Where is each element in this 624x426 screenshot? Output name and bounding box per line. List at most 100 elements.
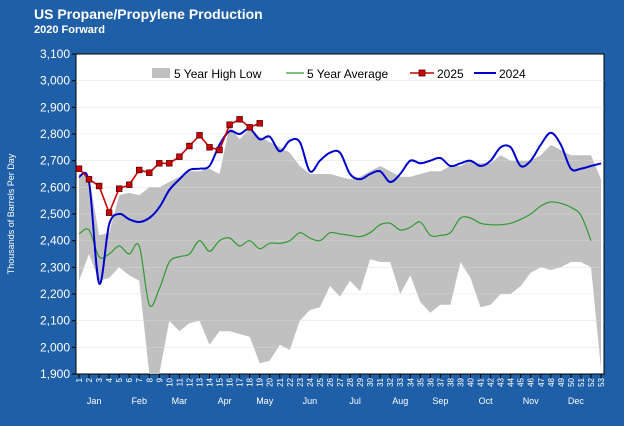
x-tick-label: 51 — [577, 377, 586, 386]
month-label: Aug — [392, 396, 408, 406]
y-tick-label: 2,400 — [40, 234, 70, 248]
y-tick-label: 2,200 — [40, 287, 70, 301]
x-tick-label: 18 — [246, 377, 255, 386]
x-tick-label: 2 — [85, 377, 94, 382]
series-2025-marker — [85, 176, 93, 183]
x-tick-label: 17 — [236, 377, 245, 386]
legend-label-2025: 2025 — [437, 67, 464, 81]
month-label: Apr — [218, 396, 232, 406]
x-tick-label: 5 — [115, 377, 124, 382]
x-tick-label: 22 — [286, 377, 295, 386]
high-low-band — [79, 126, 601, 374]
y-axis-title: Thousands of Barrels Per Day — [6, 153, 16, 274]
x-tick-label: 11 — [175, 377, 184, 386]
series-2025-marker — [166, 160, 173, 167]
x-axis: 1 2 3 4 5 6 7 8 9 10 11 12 13 14 15 16 17 18 19 20 21 22 23 24 2… — [75, 374, 606, 387]
series-2025-marker — [156, 160, 163, 167]
series-5yr-average-line — [78, 201, 592, 307]
x-tick-label: 45 — [517, 377, 526, 386]
average-line-layer — [78, 201, 592, 307]
x-tick-label: 36 — [426, 377, 435, 386]
x-tick-label: 29 — [356, 377, 365, 386]
y-tick-label: 2,600 — [40, 180, 70, 194]
y-tick-label: 2,000 — [40, 340, 70, 354]
y-tick-label: 1,900 — [40, 367, 70, 381]
x-tick-label: 21 — [276, 377, 285, 386]
series-2025-marker — [116, 185, 123, 192]
series-2025-layer — [75, 116, 263, 216]
x-tick-label: 41 — [477, 377, 486, 386]
month-label: May — [256, 396, 274, 406]
x-tick-label: 15 — [216, 377, 225, 386]
x-tick-label: 24 — [306, 377, 315, 386]
x-tick-label: 34 — [406, 377, 415, 386]
x-tick-label: 49 — [557, 377, 566, 386]
y-tick-label: 3,100 — [40, 47, 70, 61]
x-tick-label: 37 — [436, 377, 445, 386]
series-2024-line — [78, 127, 602, 285]
x-tick-label: 38 — [446, 377, 455, 386]
x-tick-label: 20 — [266, 377, 275, 386]
month-label: Sep — [432, 396, 448, 406]
series-2025-marker — [256, 120, 263, 127]
x-tick-label: 6 — [125, 377, 134, 382]
x-tick-label: 19 — [256, 377, 265, 386]
x-tick-label: 44 — [507, 377, 516, 386]
month-labels: Jan Feb Mar Apr May Jun Jul Aug Sep Oct Nov Dec — [87, 396, 585, 406]
y-tick-label: 2,800 — [40, 127, 70, 141]
series-2025-marker — [135, 166, 143, 174]
x-tick-label: 50 — [567, 377, 576, 386]
legend-swatch-high-low — [152, 68, 170, 78]
series-2025-marker — [206, 144, 213, 151]
x-tick-label: 7 — [135, 377, 144, 382]
x-tick-label: 40 — [467, 377, 476, 386]
series-2025-marker — [146, 169, 153, 176]
legend-label-high-low: 5 Year High Low — [174, 67, 262, 81]
x-tick-label: 42 — [487, 377, 496, 386]
x-tick-label: 32 — [386, 377, 395, 386]
series-2025-marker — [105, 209, 113, 216]
x-tick-label: 9 — [155, 377, 164, 382]
x-tick-label: 23 — [296, 377, 305, 386]
chart-title: US Propane/Propylene Production — [34, 6, 263, 22]
x-tick-label: 8 — [145, 377, 154, 382]
x-tick-label: 28 — [346, 377, 355, 386]
y-tick-label: 2,700 — [40, 154, 70, 168]
x-tick-label: 3 — [95, 377, 104, 382]
x-tick-label: 39 — [457, 377, 466, 386]
x-tick-label: 53 — [597, 377, 606, 386]
x-tick-label: 16 — [226, 377, 235, 386]
y-tick-label: 2,500 — [40, 207, 70, 221]
series-2025-marker — [226, 121, 233, 128]
series-2025-marker — [216, 146, 223, 154]
x-tick-label: 1 — [75, 377, 84, 382]
x-tick-label: 46 — [527, 377, 536, 386]
series-2025-marker — [95, 182, 103, 190]
month-label: Jan — [87, 396, 102, 406]
gridline-layer — [76, 80, 604, 348]
x-tick-label: 30 — [366, 377, 375, 386]
legend-swatch-2025-marker — [418, 69, 426, 77]
series-2025-marker — [246, 124, 253, 131]
x-tick-label: 13 — [196, 377, 205, 386]
x-tick-label: 47 — [537, 377, 546, 386]
month-label: Jun — [303, 396, 318, 406]
x-tick-label: 43 — [497, 377, 506, 386]
x-tick-label: 12 — [185, 377, 194, 386]
x-tick-label: 52 — [587, 377, 596, 386]
month-label: Mar — [172, 396, 188, 406]
legend: 5 Year High Low 5 Year Average 2025 2024 — [152, 67, 526, 81]
y-tick-label: 2,900 — [40, 100, 70, 114]
series-2025-marker — [236, 116, 243, 123]
series-2025-marker — [176, 153, 183, 160]
high-low-band-layer — [79, 126, 601, 374]
x-tick-label: 31 — [376, 377, 385, 386]
x-tick-label: 10 — [165, 377, 174, 386]
chart-subtitle: 2020 Forward — [34, 24, 105, 36]
legend-label-2024: 2024 — [499, 67, 526, 81]
x-tick-label: 25 — [316, 377, 325, 386]
month-label: Dec — [568, 396, 585, 406]
y-tick-label: 2,100 — [40, 314, 70, 328]
x-tick-label: 4 — [105, 377, 114, 382]
